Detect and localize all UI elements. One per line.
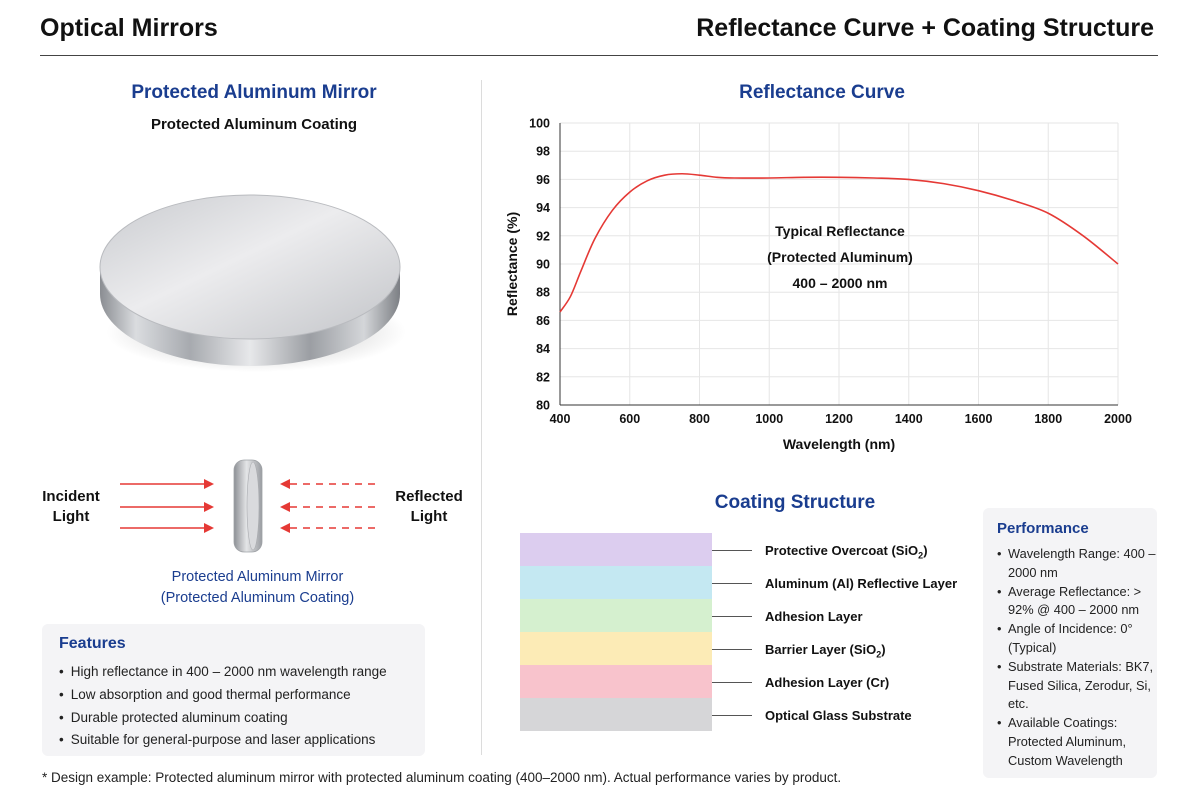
features-panel: Features High reflectance in 400 – 2000 … bbox=[42, 624, 425, 756]
feature-item: High reflectance in 400 – 2000 nm wavele… bbox=[59, 661, 387, 684]
mirror-caption-line2: (Protected Aluminum Coating) bbox=[160, 590, 355, 606]
section-header-title: Reflectance Curve + Coating Structure bbox=[696, 14, 1154, 42]
performance-title: Performance bbox=[997, 520, 1089, 537]
reflected-light-label: Reflected Light bbox=[386, 487, 472, 527]
coating-leader-line bbox=[712, 583, 752, 584]
feature-item: Durable protected aluminum coating bbox=[59, 707, 387, 730]
chart-annotation-line: 400 – 2000 nm bbox=[793, 275, 888, 291]
coating-layer-label: Optical Glass Substrate bbox=[765, 708, 912, 723]
coating-layer bbox=[520, 632, 712, 665]
mirror-image bbox=[96, 182, 410, 377]
x-tick-label: 1400 bbox=[895, 412, 923, 426]
y-tick-label: 94 bbox=[536, 201, 550, 215]
coating-layer-label: Adhesion Layer bbox=[765, 609, 863, 624]
x-tick-label: 600 bbox=[619, 412, 640, 426]
x-tick-label: 1000 bbox=[755, 412, 783, 426]
coating-leader-line bbox=[712, 649, 752, 650]
chart-annotation-line: Typical Reflectance bbox=[775, 223, 905, 239]
chart-annotation-line: (Protected Aluminum) bbox=[767, 249, 913, 265]
y-tick-label: 96 bbox=[536, 173, 550, 187]
mirror-side-view bbox=[233, 459, 263, 553]
coating-title: Coating Structure bbox=[714, 492, 876, 513]
feature-item: Low absorption and good thermal performa… bbox=[59, 684, 387, 707]
coating-leader-line bbox=[712, 682, 752, 683]
x-tick-label: 1600 bbox=[965, 412, 993, 426]
footnote: * Design example: Protected aluminum mir… bbox=[42, 770, 842, 785]
y-tick-label: 84 bbox=[536, 342, 550, 356]
x-tick-label: 2000 bbox=[1104, 412, 1132, 426]
y-tick-label: 88 bbox=[536, 286, 550, 300]
column-divider bbox=[481, 80, 482, 755]
y-axis-label: Reflectance (%) bbox=[504, 212, 520, 316]
reflected-label-line2: Light bbox=[410, 508, 448, 525]
coating-layer bbox=[520, 698, 712, 731]
header-divider bbox=[40, 55, 1158, 56]
reflectance-line bbox=[559, 172, 1119, 313]
mirror-caption-line1: Protected Aluminum Mirror bbox=[171, 569, 344, 585]
x-tick-label: 400 bbox=[550, 412, 571, 426]
coating-layer-label: Adhesion Layer (Cr) bbox=[765, 675, 890, 690]
incident-arrows bbox=[120, 479, 214, 533]
coating-layer bbox=[520, 599, 712, 632]
incident-label-line2: Light bbox=[52, 508, 90, 525]
x-tick-label: 1200 bbox=[825, 412, 853, 426]
mirror-title: Protected Aluminum Mirror bbox=[131, 82, 377, 103]
y-tick-label: 98 bbox=[536, 145, 550, 159]
performance-item: Angle of Incidence: 0° (Typical) bbox=[997, 620, 1157, 658]
incident-label-line1: Incident bbox=[42, 488, 100, 505]
features-title: Features bbox=[59, 635, 126, 652]
x-tick-label: 1800 bbox=[1034, 412, 1062, 426]
y-tick-label: 82 bbox=[536, 370, 550, 384]
coating-layer-label: Protective Overcoat (SiO2) bbox=[765, 543, 928, 561]
coating-layer-label: Aluminum (Al) Reflective Layer bbox=[765, 576, 958, 591]
performance-list: Wavelength Range: 400 – 2000 nm Average … bbox=[997, 545, 1157, 771]
features-list: High reflectance in 400 – 2000 nm wavele… bbox=[59, 661, 387, 752]
page-title: Optical Mirrors bbox=[40, 14, 218, 42]
chart-title: Reflectance Curve bbox=[739, 82, 905, 103]
reflectance-chart: 80 82 84 86 88 90 92 94 96 98 100 400 600 800 1000 1200… bbox=[504, 117, 1132, 453]
mirror-subtitle: Protected Aluminum Coating bbox=[150, 116, 358, 133]
coating-leader-line bbox=[712, 715, 752, 716]
coating-layer bbox=[520, 665, 712, 698]
performance-item: Available Coatings: Protected Aluminum, … bbox=[997, 714, 1157, 770]
y-tick-label: 92 bbox=[536, 229, 550, 243]
x-axis-label: Wavelength (nm) bbox=[783, 436, 895, 452]
y-tick-label: 90 bbox=[536, 258, 550, 272]
coating-leader-line bbox=[712, 550, 752, 551]
performance-item: Wavelength Range: 400 – 2000 nm bbox=[997, 545, 1157, 583]
performance-panel: Performance Wavelength Range: 400 – 2000… bbox=[983, 508, 1157, 778]
coating-layer bbox=[520, 566, 712, 599]
incident-light-label: Incident Light bbox=[30, 487, 112, 527]
feature-item: Suitable for general-purpose and laser a… bbox=[59, 729, 387, 752]
reflected-arrows bbox=[280, 479, 375, 533]
coating-layer bbox=[520, 533, 712, 566]
y-tick-label: 86 bbox=[536, 314, 550, 328]
light-diagram bbox=[120, 459, 375, 553]
y-tick-label: 80 bbox=[536, 399, 550, 413]
coating-leader-line bbox=[712, 616, 752, 617]
reflected-label-line1: Reflected bbox=[395, 488, 463, 505]
x-tick-label: 800 bbox=[689, 412, 710, 426]
coating-layer-label: Barrier Layer (SiO2) bbox=[765, 642, 886, 660]
performance-item: Average Reflectance: > 92% @ 400 – 2000 … bbox=[997, 583, 1157, 621]
mirror-caption: Protected Aluminum Mirror (Protected Alu… bbox=[120, 567, 395, 609]
performance-item: Substrate Materials: BK7, Fused Silica, … bbox=[997, 658, 1157, 714]
y-tick-label: 100 bbox=[529, 117, 550, 131]
